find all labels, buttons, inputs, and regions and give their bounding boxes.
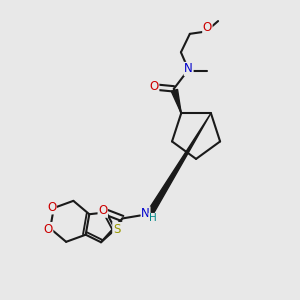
Text: O: O	[98, 204, 107, 217]
Text: O: O	[149, 80, 159, 93]
Polygon shape	[171, 89, 181, 113]
Text: H: H	[149, 214, 157, 224]
Text: N: N	[141, 207, 150, 220]
Text: O: O	[44, 223, 53, 236]
Text: S: S	[113, 223, 120, 236]
Text: O: O	[47, 201, 56, 214]
Text: O: O	[203, 21, 212, 34]
Polygon shape	[146, 113, 211, 216]
Text: N: N	[184, 62, 193, 75]
